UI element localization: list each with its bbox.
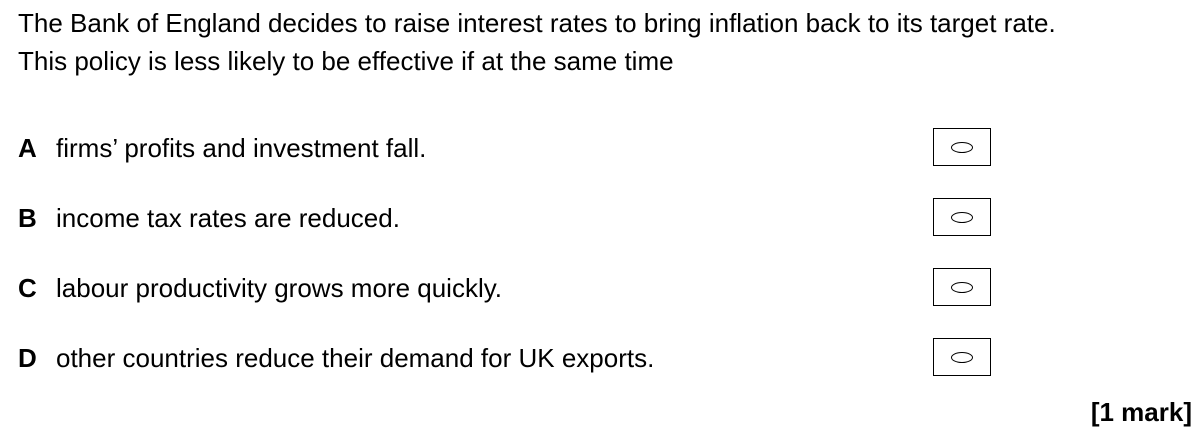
option-c-text: labour productivity grows more quickly. bbox=[56, 273, 503, 303]
option-b-letter: B bbox=[18, 203, 37, 233]
option-a[interactable]: A firms’ profits and investment fall. bbox=[18, 128, 1018, 168]
option-c-answer-box[interactable] bbox=[933, 268, 991, 306]
answer-oval-icon bbox=[951, 141, 973, 153]
option-b[interactable]: B income tax rates are reduced. bbox=[18, 198, 1018, 238]
question-line-2: This policy is less likely to be effecti… bbox=[18, 46, 674, 76]
marks-label: [1 mark] bbox=[1090, 397, 1192, 427]
question-text: The Bank of England decides to raise int… bbox=[18, 4, 1056, 80]
question-line-1: The Bank of England decides to raise int… bbox=[18, 8, 1056, 38]
answer-oval-icon bbox=[951, 211, 973, 223]
option-b-answer-box[interactable] bbox=[933, 198, 991, 236]
option-a-answer-box[interactable] bbox=[933, 128, 991, 166]
option-d-letter: D bbox=[18, 343, 37, 373]
answer-oval-icon bbox=[951, 351, 973, 363]
option-d[interactable]: D other countries reduce their demand fo… bbox=[18, 338, 1018, 378]
option-b-text: income tax rates are reduced. bbox=[56, 203, 400, 233]
option-d-text: other countries reduce their demand for … bbox=[56, 343, 655, 373]
option-c[interactable]: C labour productivity grows more quickly… bbox=[18, 268, 1018, 308]
option-c-letter: C bbox=[18, 273, 37, 303]
option-d-answer-box[interactable] bbox=[933, 338, 991, 376]
answer-oval-icon bbox=[951, 281, 973, 293]
option-a-letter: A bbox=[18, 133, 37, 163]
option-a-text: firms’ profits and investment fall. bbox=[56, 133, 427, 163]
